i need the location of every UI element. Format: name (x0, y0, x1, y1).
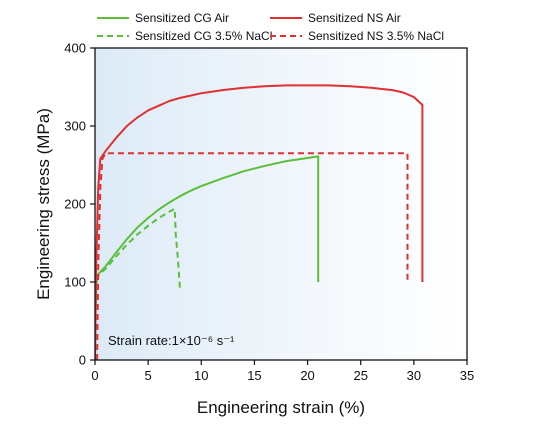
strain-rate-annotation: Strain rate:1×10⁻⁶ s⁻¹ (108, 333, 235, 348)
y-axis-title: Engineering stress (MPa) (34, 108, 53, 300)
y-tick-label-3: 200 (64, 197, 86, 212)
x-tick-label-7: 30 (407, 368, 421, 383)
plot-area (95, 48, 467, 360)
x-tick-label-6: 25 (353, 368, 367, 383)
y-tick-label-4: 300 (64, 119, 86, 134)
ticks-layer: 0 5 10 15 20 25 30 35 0 100 200 300 400 (64, 41, 474, 384)
legend-label-2: Sensitized CG 3.5% NaCl (135, 29, 272, 43)
x-tick-label-8: 35 (460, 368, 474, 383)
x-tick-label-2: 5 (145, 368, 152, 383)
x-tick-label-4: 15 (247, 368, 261, 383)
legend-label-1: Sensitized CG Air (135, 11, 229, 25)
x-tick-label-5: 20 (300, 368, 314, 383)
legend: Sensitized CG Air Sensitized CG 3.5% NaCl… (97, 11, 444, 43)
legend-label-4: Sensitized NS 3.5% NaCl (308, 29, 444, 43)
y-tick-label-5: 400 (64, 41, 86, 56)
y-tick-label-2: 100 (64, 275, 86, 290)
series-line-1 (95, 155, 320, 360)
x-tick-label-1: 0 (91, 368, 98, 383)
y-tick-label-1: 0 (79, 353, 86, 368)
series-line-3 (95, 84, 424, 360)
legend-label-3: Sensitized NS Air (308, 11, 401, 25)
x-axis-title: Engineering strain (%) (197, 398, 365, 417)
x-tick-label-3: 10 (194, 368, 208, 383)
series-line-4 (96, 152, 409, 360)
series-layer (95, 84, 424, 360)
